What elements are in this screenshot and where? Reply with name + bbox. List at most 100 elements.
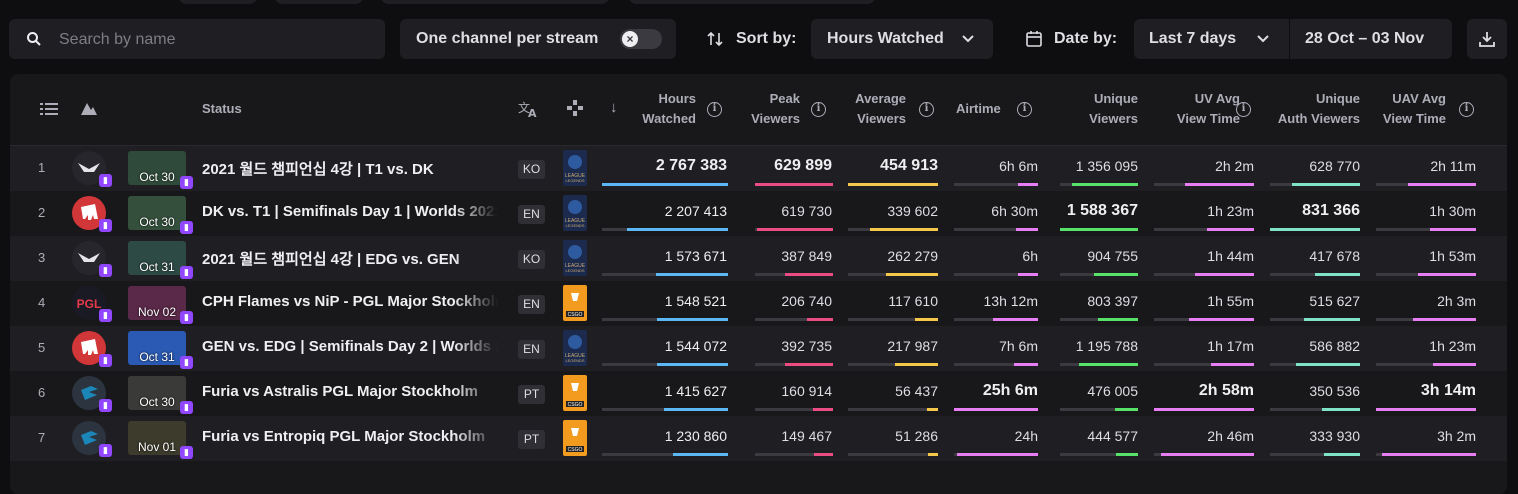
sort-arrows-icon <box>707 31 723 47</box>
stream-title[interactable]: Furia vs Entropiq PGL Major Stockholm <box>202 428 486 445</box>
cell-avg: 51 286 <box>895 428 938 444</box>
bar-avg <box>848 408 938 411</box>
table-row[interactable]: 7 ▮ Nov 01 ▮ Furia vs Entropiq PGL Major Sto… <box>10 416 1507 461</box>
cell-hours: 2 767 383 <box>655 157 727 174</box>
bar-fill-uav_time <box>1430 228 1476 231</box>
game-icon[interactable]: CSGO <box>563 285 587 321</box>
cell-hours: 1 573 671 <box>664 248 727 264</box>
twitch-icon: ▮ <box>180 266 193 279</box>
stream-thumbnail[interactable]: Oct 31 <box>128 331 186 365</box>
game-icon[interactable]: CSGO <box>563 375 587 411</box>
chevron-down-icon <box>1257 35 1269 43</box>
bar-fill-unique <box>1115 408 1138 411</box>
stream-date: Oct 31 <box>139 260 175 274</box>
table-row[interactable]: 2 ▮ Oct 30 ▮ DK vs. T1 | Semifinals Day 1 | … <box>10 191 1507 236</box>
bar-fill-auth <box>1324 453 1360 456</box>
bar-fill-auth <box>1322 408 1360 411</box>
bar-fill-peak <box>785 363 833 366</box>
info-icon[interactable]: i <box>811 102 826 117</box>
game-icon[interactable]: LEAGUE LEGENDS <box>563 330 587 366</box>
rank: 4 <box>38 295 46 310</box>
stream-thumbnail[interactable]: Oct 30 <box>128 151 186 185</box>
info-icon[interactable]: i <box>919 102 934 117</box>
bar-hours <box>602 183 728 186</box>
language-badge: KO <box>518 160 545 179</box>
cell-airtime: 25h 6m <box>982 382 1038 399</box>
table-row[interactable]: 6 ▮ Oct 30 ▮ Furia vs Astralis PGL Major Sto… <box>10 371 1507 416</box>
bar-avg <box>848 273 938 276</box>
stream-thumbnail[interactable]: Oct 31 <box>128 241 186 275</box>
header-airtime[interactable]: Airtime <box>956 101 1001 116</box>
bar-peak <box>755 363 833 366</box>
top-filter-pill[interactable] <box>274 0 364 4</box>
bar-auth <box>1270 183 1360 186</box>
table-row[interactable]: 1 ▮ Oct 30 ▮ 2021 월드 챔피언십 4강 | T1 vs. DK KO LE… <box>10 146 1507 191</box>
game-icon[interactable]: LEAGUE LEGENDS <box>563 240 587 276</box>
stream-title[interactable]: 2021 월드 챔피언십 4강 | EDG vs. GEN <box>202 251 460 268</box>
game-controller-icon[interactable] <box>566 99 584 117</box>
stream-thumbnail[interactable]: Nov 01 <box>128 421 186 455</box>
cell-unique: 904 755 <box>1087 248 1138 264</box>
stream-thumbnail[interactable]: Oct 30 <box>128 376 186 410</box>
top-filter-pill[interactable] <box>380 0 610 4</box>
cell-unique: 803 397 <box>1087 293 1138 309</box>
info-icon[interactable]: i <box>1236 102 1251 117</box>
bar-fill-airtime <box>993 318 1038 321</box>
info-icon[interactable]: i <box>1459 102 1474 117</box>
header-peak-viewers[interactable]: Peak Viewers <box>751 91 800 126</box>
bar-fill-hours <box>657 318 728 321</box>
sort-dropdown[interactable]: Hours Watched <box>811 19 993 59</box>
one-channel-toggle[interactable]: One channel per stream × <box>400 19 676 59</box>
game-icon[interactable]: LEAGUE LEGENDS <box>563 195 587 231</box>
header-unique-viewers[interactable]: Unique Viewers <box>1089 91 1138 126</box>
channel-avatar[interactable] <box>72 376 106 410</box>
top-filter-pill[interactable] <box>628 0 876 4</box>
twitch-icon: ▮ <box>180 311 193 324</box>
table-row[interactable]: 5 ▮ Oct 31 ▮ GEN vs. EDG | Semifinals Day 2 … <box>10 326 1507 371</box>
toggle-switch[interactable]: × <box>620 29 662 49</box>
bar-fill-unique <box>1094 273 1138 276</box>
search-box[interactable] <box>9 19 385 59</box>
header-uv-avg-view-time[interactable]: UV Avg View Time <box>1176 91 1240 126</box>
download-button[interactable] <box>1467 19 1507 59</box>
date-dropdown[interactable]: Last 7 days <box>1134 19 1289 59</box>
header-uav-avg-view-time[interactable]: UAV Avg View Time <box>1382 91 1446 126</box>
date-range-button[interactable]: 28 Oct – 03 Nov <box>1290 19 1452 59</box>
bar-peak <box>755 408 833 411</box>
table-row[interactable]: 4 PGL ▮ Nov 02 ▮ CPH Flames vs NiP - PGL Majo… <box>10 281 1507 326</box>
language-icon[interactable]: 文A <box>518 100 538 118</box>
stream-title[interactable]: DK vs. T1 | Semifinals Day 1 | Worlds 20… <box>202 203 498 220</box>
stream-title[interactable]: CPH Flames vs NiP - PGL Major Stockholm <box>202 293 498 310</box>
stream-title[interactable]: GEN vs. EDG | Semifinals Day 2 | Worlds … <box>202 338 498 355</box>
header-average-viewers[interactable]: Average Viewers <box>855 91 906 126</box>
bar-fill-hours <box>602 183 728 186</box>
header-hours-watched[interactable]: Hours Watched <box>642 91 696 126</box>
header-status[interactable]: Status <box>202 101 242 116</box>
list-icon[interactable] <box>40 101 58 117</box>
stream-thumbnail[interactable]: Oct 30 <box>128 196 186 230</box>
search-input[interactable] <box>57 27 371 53</box>
info-icon[interactable]: i <box>1017 102 1032 117</box>
info-icon[interactable]: i <box>707 102 722 117</box>
twitch-icon: ▮ <box>180 176 193 189</box>
svg-text:LEGENDS: LEGENDS <box>565 358 584 363</box>
stream-thumbnail[interactable]: Nov 02 <box>128 286 186 320</box>
bar-fill-uav_time <box>1413 318 1476 321</box>
language-badge: KO <box>518 250 545 269</box>
game-icon[interactable]: CSGO <box>563 420 587 456</box>
header-unique-auth-viewers[interactable]: Unique Auth Viewers <box>1277 91 1360 126</box>
twitch-icon: ▮ <box>180 356 193 369</box>
twitch-icon: ▮ <box>99 264 112 277</box>
stream-title[interactable]: 2021 월드 챔피언십 4강 | T1 vs. DK <box>202 161 434 178</box>
cell-unique: 476 005 <box>1087 383 1138 399</box>
date-value: Last 7 days <box>1149 30 1237 47</box>
top-filter-pill[interactable] <box>178 0 258 4</box>
bar-fill-uav_time <box>1418 273 1476 276</box>
bar-fill-avg <box>886 273 938 276</box>
channel-icon[interactable] <box>80 100 98 116</box>
stream-title[interactable]: Furia vs Astralis PGL Major Stockholm <box>202 383 478 400</box>
table-row[interactable]: 3 ▮ Oct 31 ▮ 2021 월드 챔피언십 4강 | EDG vs. GEN KO… <box>10 236 1507 281</box>
language-badge: EN <box>518 205 545 224</box>
cell-uav_time: 3h 2m <box>1437 428 1476 444</box>
game-icon[interactable]: LEAGUE LEGENDS <box>563 150 587 186</box>
